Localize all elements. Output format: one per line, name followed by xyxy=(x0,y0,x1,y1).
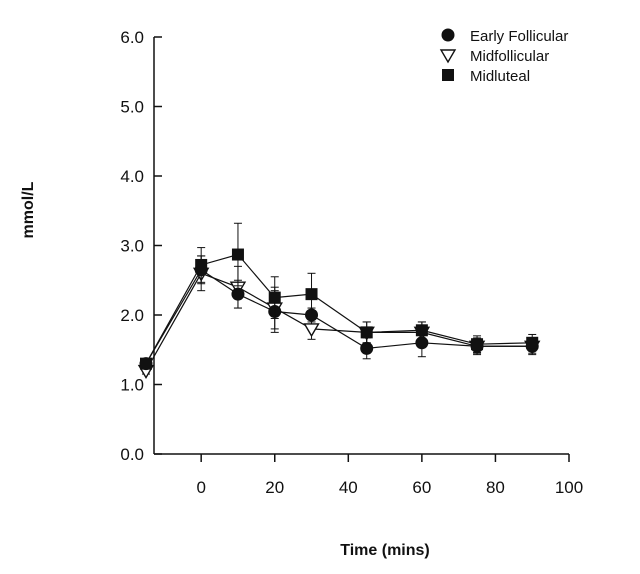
data-point xyxy=(415,324,428,337)
y-axis-ticks: 0.0 1.0 2.0 3.0 4.0 5.0 6.0 xyxy=(120,28,162,464)
y-tick-label: 1.0 xyxy=(120,376,144,395)
x-tick-label: 100 xyxy=(555,478,583,497)
series-layer xyxy=(137,222,541,379)
y-tick-label: 4.0 xyxy=(120,167,144,186)
legend-marker xyxy=(439,49,457,64)
y-axis-title: mmol/L xyxy=(20,181,37,238)
legend-marker xyxy=(441,28,455,42)
y-tick-label: 2.0 xyxy=(120,306,144,325)
data-point xyxy=(360,326,373,339)
legend-marker xyxy=(442,69,454,81)
series-midluteal xyxy=(140,222,539,370)
data-point xyxy=(231,287,245,301)
data-point xyxy=(195,258,208,271)
x-tick-label: 60 xyxy=(412,478,431,497)
data-point xyxy=(303,323,320,338)
data-point xyxy=(360,341,374,355)
data-point xyxy=(526,336,539,349)
y-tick-label: 0.0 xyxy=(120,445,144,464)
data-point xyxy=(231,248,244,261)
x-axis-ticks: 0 20 40 60 80 100 xyxy=(196,454,583,497)
data-point xyxy=(305,288,318,301)
x-axis-title: Time (mins) xyxy=(340,542,430,559)
legend-label: Midluteal xyxy=(470,68,530,85)
legend-label: Midfollicular xyxy=(470,48,549,65)
series-line xyxy=(145,272,533,371)
data-point xyxy=(268,291,281,304)
data-point xyxy=(471,338,484,351)
legend-label: Early Follicular xyxy=(470,28,568,45)
legend: Early Follicular Midfollicular Midluteal xyxy=(439,28,568,85)
y-tick-label: 5.0 xyxy=(120,98,144,117)
x-tick-label: 20 xyxy=(265,478,284,497)
x-tick-label: 80 xyxy=(486,478,505,497)
y-tick-label: 6.0 xyxy=(120,28,144,47)
x-tick-label: 0 xyxy=(196,478,205,497)
y-tick-label: 3.0 xyxy=(120,237,144,256)
data-point xyxy=(140,357,152,370)
x-tick-label: 40 xyxy=(339,478,358,497)
